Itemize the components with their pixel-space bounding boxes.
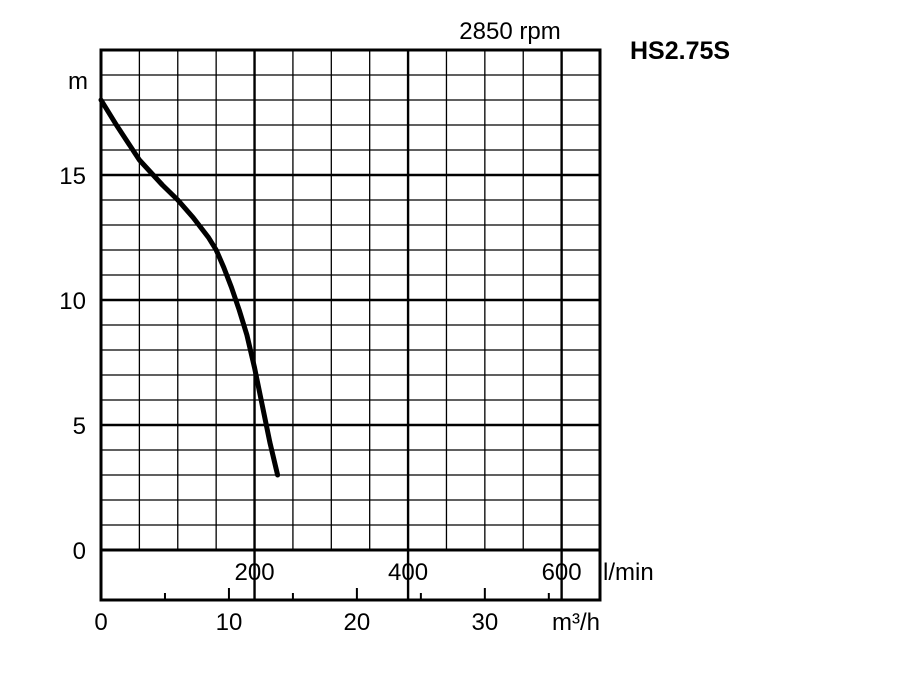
- speed-label: 2850 rpm: [459, 18, 560, 45]
- lmin-tick-labels: 200 400 600: [235, 559, 582, 586]
- lmin-tick-label: 600: [542, 559, 582, 586]
- lmin-unit-label: l/min: [603, 559, 654, 586]
- m3h-tick-label: 0: [94, 609, 107, 636]
- y-tick-label: 10: [59, 288, 86, 315]
- m3h-tick-label: 20: [344, 609, 371, 636]
- m3h-tick-marks: [163, 588, 550, 600]
- m3h-tick-label: 10: [216, 609, 243, 636]
- y-axis-unit: m: [68, 68, 88, 95]
- model-label: HS2.75S: [630, 37, 730, 65]
- lmin-tick-label: 400: [388, 559, 428, 586]
- y-tick-label: 5: [73, 413, 86, 440]
- m3h-tick-labels: 0 10 20 30: [94, 609, 498, 636]
- m3h-tick-label: 30: [471, 609, 498, 636]
- minor-grid: [101, 50, 600, 550]
- y-tick-label: 15: [59, 163, 86, 190]
- lmin-tick-label: 200: [235, 559, 275, 586]
- x-axis-band: [99, 548, 602, 602]
- major-grid: [101, 50, 600, 600]
- head-flow-curve: [98, 97, 281, 478]
- y-tick-label: 0: [73, 538, 86, 565]
- m3h-unit-label: m³/h: [552, 609, 600, 636]
- y-tick-labels: 0 5 10 15: [59, 163, 86, 565]
